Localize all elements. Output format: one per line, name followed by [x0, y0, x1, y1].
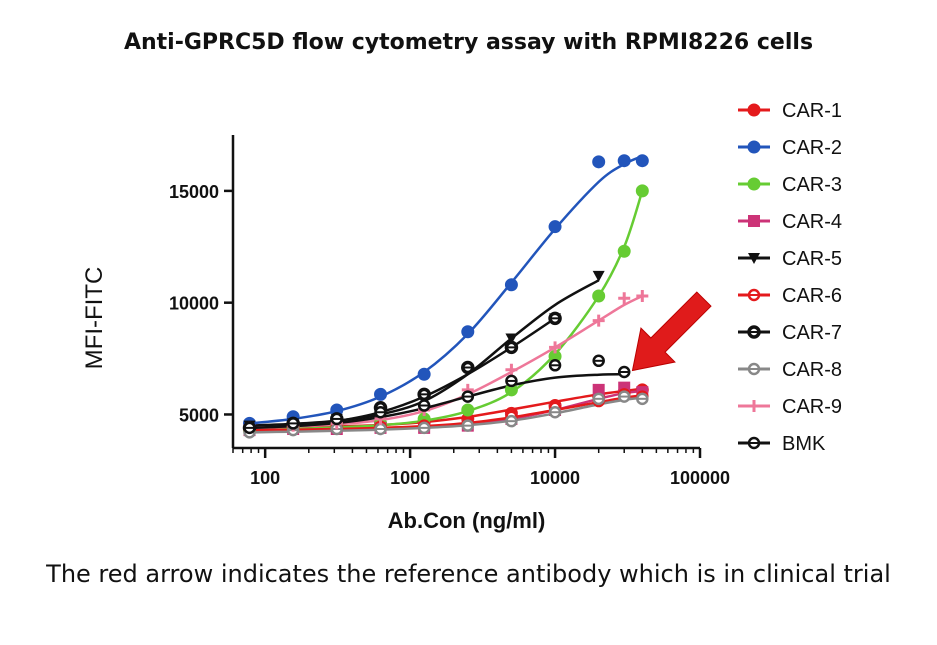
point-car-2	[417, 367, 431, 381]
legend-marker-car-9	[748, 400, 760, 412]
chart: 5000 10000 15000 100 1000 10000 100000 Ab.Con (…	[81, 100, 842, 533]
x-tick-label: 1000	[390, 468, 430, 488]
page-title: Anti-GPRC5D flow cytometry assay with RP…	[123, 30, 814, 55]
legend-label-bmk: BMK	[782, 433, 826, 455]
y-tick-label: 5000	[179, 405, 219, 425]
legend-label-car-3: CAR-3	[782, 174, 842, 196]
legend-marker-car-2	[747, 140, 761, 154]
point-car-9	[549, 341, 562, 354]
y-axis-title: MFI-FITC	[81, 267, 108, 370]
x-tick-label: 100000	[670, 468, 730, 488]
point-car-3	[617, 244, 631, 258]
point-car-2	[374, 387, 388, 401]
x-axis-title: Ab.Con (ng/ml)	[388, 508, 546, 533]
caption: The red arrow indicates the reference an…	[46, 560, 891, 588]
legend-marker-car-1	[747, 103, 761, 117]
axes: 5000 10000 15000 100 1000 10000 100000 Ab.Con (…	[81, 135, 730, 533]
legend-label-car-4: CAR-4	[782, 211, 842, 233]
legend-label-car-2: CAR-2	[782, 137, 842, 159]
point-car-5	[592, 270, 605, 282]
legend-label-car-9: CAR-9	[782, 396, 842, 418]
point-car-3	[635, 184, 649, 198]
x-tick-label: 100	[250, 468, 280, 488]
legend-label-car-7: CAR-7	[782, 322, 842, 344]
fit-line-bmk	[249, 372, 625, 430]
data-markers	[242, 154, 649, 439]
point-car-9	[505, 363, 518, 376]
point-car-4	[592, 383, 605, 396]
legend-label-car-5: CAR-5	[782, 248, 842, 270]
point-car-2	[548, 220, 562, 234]
point-car-5	[505, 333, 518, 345]
point-car-9	[592, 314, 605, 327]
point-car-3	[461, 403, 475, 417]
point-car-9	[636, 289, 649, 302]
y-tick-label: 10000	[169, 294, 219, 314]
y-tick-label: 15000	[169, 182, 219, 202]
red-arrow-shape	[631, 291, 712, 372]
point-car-2	[635, 154, 649, 168]
x-tick-label: 10000	[530, 468, 580, 488]
legend-label-car-8: CAR-8	[782, 359, 842, 381]
legend: CAR-1 CAR-2 CAR-3 CAR-4 CAR-5 CAR-6 CAR-7 CAR-8…	[738, 100, 842, 455]
legend-marker-car-3	[747, 177, 761, 191]
point-car-2	[504, 278, 518, 292]
point-car-2	[617, 154, 631, 168]
legend-label-car-1: CAR-1	[782, 100, 842, 122]
legend-label-car-6: CAR-6	[782, 285, 842, 307]
point-car-3	[592, 289, 606, 303]
legend-marker-car-4	[748, 215, 760, 227]
fit-lines	[249, 155, 644, 434]
reference-arrow	[631, 291, 712, 372]
fit-line-car-3	[249, 190, 644, 432]
point-car-9	[618, 292, 631, 305]
legend-marker-car-5	[748, 253, 760, 264]
point-car-2	[461, 325, 475, 339]
red-arrow	[631, 291, 712, 372]
point-car-2	[592, 155, 606, 169]
